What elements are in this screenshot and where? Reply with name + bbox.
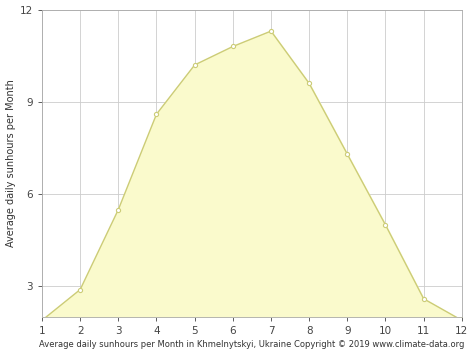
Y-axis label: Average daily sunhours per Month: Average daily sunhours per Month — [6, 80, 16, 247]
X-axis label: Average daily sunhours per Month in Khmelnytskyi, Ukraine Copyright © 2019 www.c: Average daily sunhours per Month in Khme… — [39, 340, 465, 349]
